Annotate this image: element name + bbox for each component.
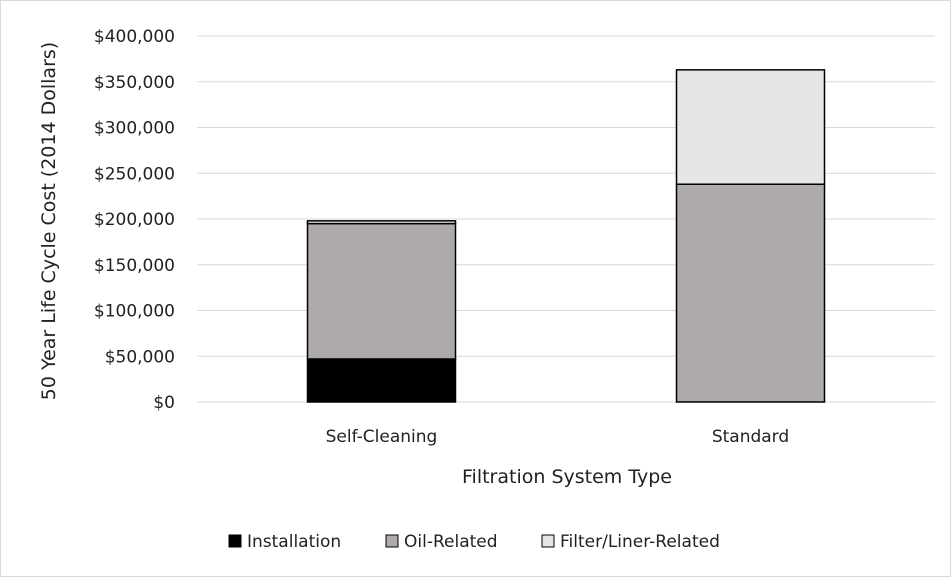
bar-segment-filter-liner-related — [675, 69, 826, 185]
y-tick-label: $100,000 — [94, 302, 175, 322]
legend-swatch — [541, 534, 555, 548]
x-category-label: Self-Cleaning — [326, 427, 438, 447]
y-tick-label: $150,000 — [94, 256, 175, 276]
y-tick-label: $0 — [153, 393, 175, 413]
bars — [306, 69, 826, 403]
x-axis-title: Filtration System Type — [462, 466, 672, 488]
legend-swatch — [385, 534, 399, 548]
y-tick-label: $400,000 — [94, 27, 175, 47]
legend-label: Oil-Related — [404, 532, 498, 552]
y-axis-tick-labels: $0 $50,000 $100,000 $150,000 $200,000 $250,00… — [94, 27, 175, 413]
y-axis-title: 50 Year Life Cycle Cost (2014 Dollars) — [38, 42, 60, 400]
y-tick-label: $300,000 — [94, 119, 175, 139]
legend: Installation Oil-Related Filter/Liner-Rela… — [228, 532, 720, 552]
bar-segment-installation — [306, 358, 457, 403]
x-category-label: Standard — [712, 427, 789, 447]
y-tick-label: $50,000 — [105, 347, 175, 367]
legend-swatch — [228, 534, 242, 548]
legend-label: Installation — [247, 532, 341, 552]
y-tick-label: $250,000 — [94, 164, 175, 184]
bar-segment-oil-related — [306, 222, 457, 360]
y-tick-label: $350,000 — [94, 73, 175, 93]
x-axis-category-labels: Self-Cleaning Standard — [326, 427, 790, 447]
bar-segment-oil-related — [675, 183, 826, 403]
bar-segment-filter-liner-related — [306, 220, 457, 225]
legend-label: Filter/Liner-Related — [560, 532, 720, 552]
y-tick-label: $200,000 — [94, 210, 175, 230]
